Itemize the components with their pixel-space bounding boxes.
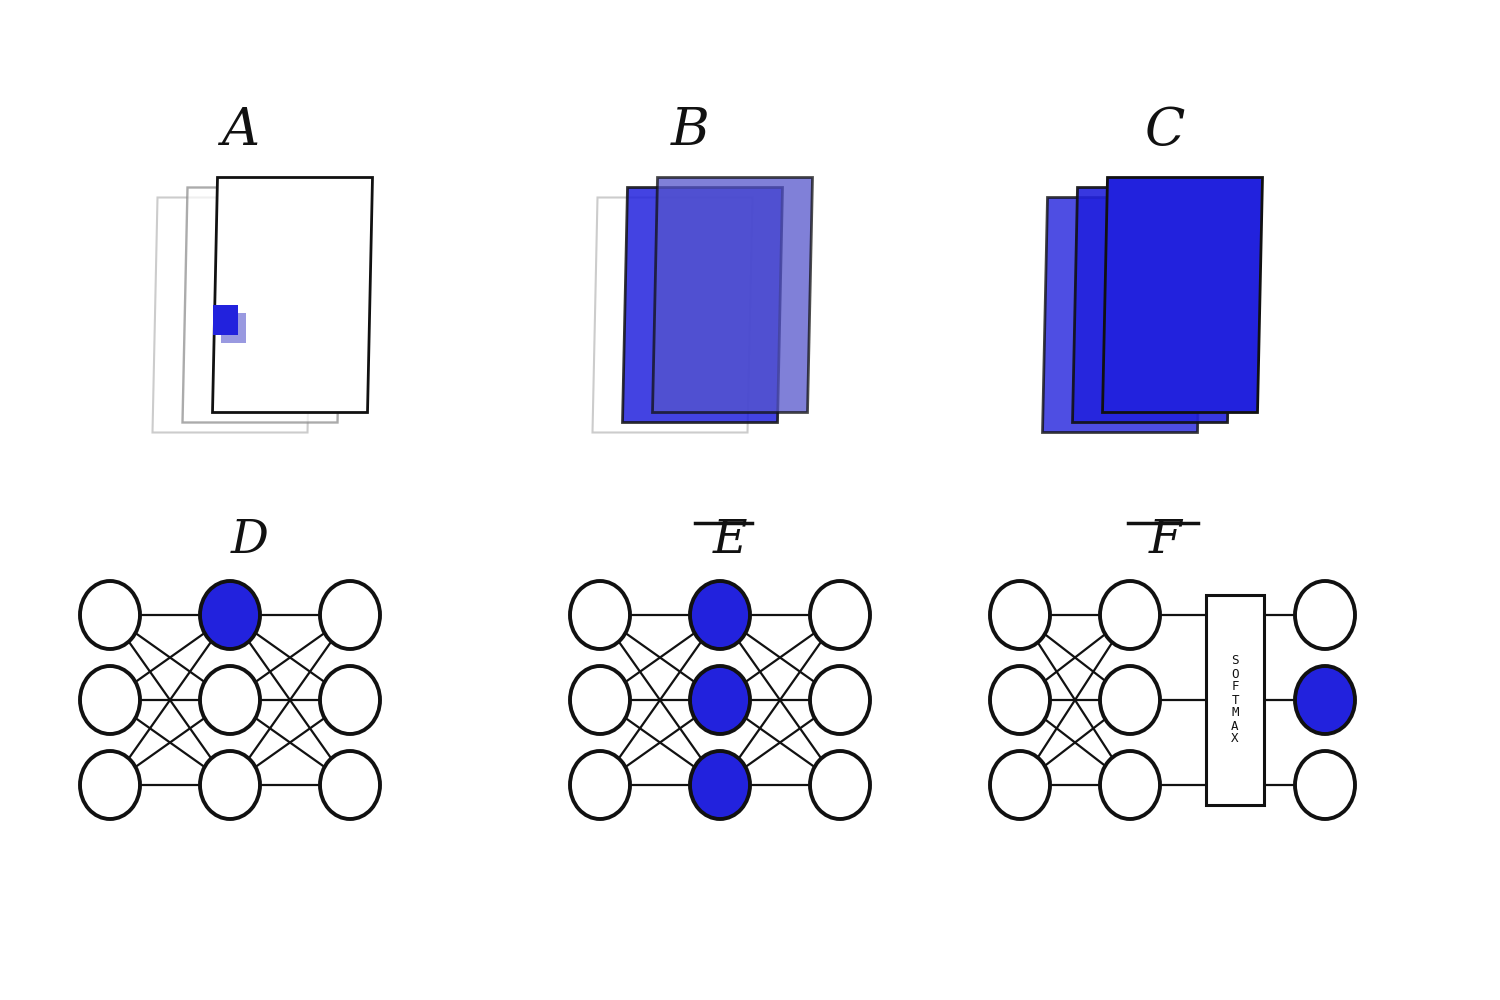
Polygon shape bbox=[1042, 198, 1203, 432]
Ellipse shape bbox=[1100, 581, 1160, 649]
Polygon shape bbox=[153, 198, 312, 432]
Polygon shape bbox=[183, 188, 342, 422]
Polygon shape bbox=[652, 178, 813, 412]
Ellipse shape bbox=[1294, 751, 1354, 819]
Ellipse shape bbox=[990, 751, 1050, 819]
Polygon shape bbox=[1102, 178, 1263, 412]
Ellipse shape bbox=[1100, 751, 1160, 819]
Ellipse shape bbox=[1100, 666, 1160, 734]
Ellipse shape bbox=[690, 666, 750, 734]
Ellipse shape bbox=[810, 666, 870, 734]
Ellipse shape bbox=[320, 581, 380, 649]
Polygon shape bbox=[213, 178, 372, 412]
Ellipse shape bbox=[200, 581, 260, 649]
Ellipse shape bbox=[810, 581, 870, 649]
FancyBboxPatch shape bbox=[1206, 595, 1264, 805]
Text: F: F bbox=[1149, 517, 1182, 563]
Ellipse shape bbox=[810, 751, 870, 819]
Ellipse shape bbox=[320, 751, 380, 819]
Ellipse shape bbox=[1294, 581, 1354, 649]
Ellipse shape bbox=[570, 581, 630, 649]
Polygon shape bbox=[592, 198, 753, 432]
Ellipse shape bbox=[80, 751, 140, 819]
Polygon shape bbox=[1072, 188, 1233, 422]
Ellipse shape bbox=[80, 581, 140, 649]
Text: C: C bbox=[1144, 105, 1185, 156]
Ellipse shape bbox=[1294, 666, 1354, 734]
Ellipse shape bbox=[200, 666, 260, 734]
Ellipse shape bbox=[690, 581, 750, 649]
Ellipse shape bbox=[320, 666, 380, 734]
Polygon shape bbox=[213, 305, 237, 335]
Text: S
O
F
T
M
A
X: S O F T M A X bbox=[1232, 654, 1239, 746]
Polygon shape bbox=[220, 313, 246, 343]
Ellipse shape bbox=[200, 751, 260, 819]
Ellipse shape bbox=[690, 751, 750, 819]
Ellipse shape bbox=[570, 751, 630, 819]
Text: E: E bbox=[712, 517, 747, 563]
Text: D: D bbox=[231, 517, 268, 563]
Ellipse shape bbox=[990, 666, 1050, 734]
Ellipse shape bbox=[990, 581, 1050, 649]
Ellipse shape bbox=[80, 666, 140, 734]
Text: B: B bbox=[670, 105, 710, 156]
Text: A: A bbox=[220, 105, 260, 156]
Ellipse shape bbox=[570, 666, 630, 734]
Polygon shape bbox=[622, 188, 783, 422]
